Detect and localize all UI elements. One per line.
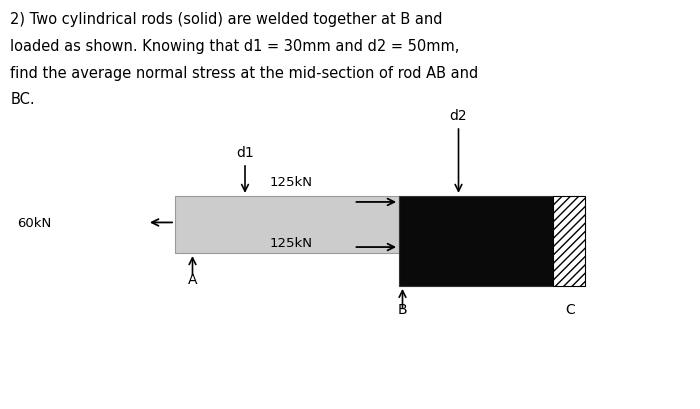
Text: A: A (188, 272, 197, 286)
Text: B: B (398, 303, 407, 317)
Text: loaded as shown. Knowing that d1 = 30mm and d2 = 50mm,: loaded as shown. Knowing that d1 = 30mm … (10, 39, 460, 54)
Text: BC.: BC. (10, 92, 35, 107)
Text: 125kN: 125kN (270, 175, 312, 189)
Text: 60kN: 60kN (18, 216, 52, 229)
Text: d1: d1 (236, 146, 254, 160)
Bar (175, 196, 399, 254)
Text: C: C (566, 303, 575, 317)
Bar (399, 196, 553, 286)
Text: find the average normal stress at the mid-section of rod AB and: find the average normal stress at the mi… (10, 65, 479, 81)
Text: d2: d2 (449, 109, 468, 123)
Bar (553, 196, 584, 286)
Text: 2) Two cylindrical rods (solid) are welded together at B and: 2) Two cylindrical rods (solid) are weld… (10, 12, 443, 27)
Text: 125kN: 125kN (270, 237, 312, 250)
